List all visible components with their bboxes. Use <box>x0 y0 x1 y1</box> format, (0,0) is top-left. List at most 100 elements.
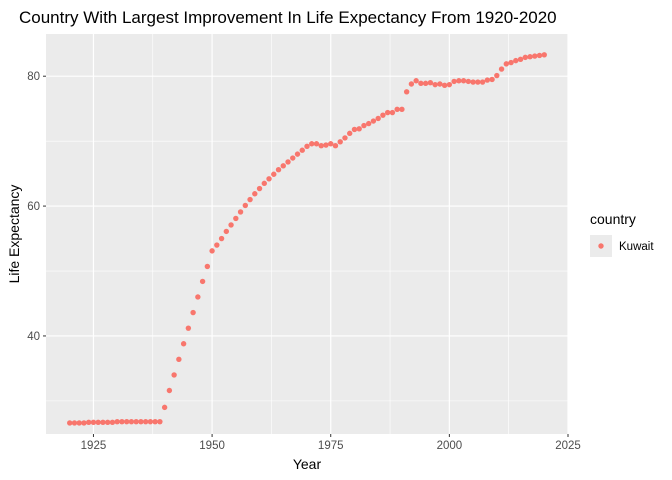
data-point <box>441 82 448 88</box>
data-point <box>67 420 73 426</box>
data-point <box>157 418 163 425</box>
legend-title: country <box>590 211 636 227</box>
data-point <box>252 191 258 197</box>
data-point <box>119 418 125 425</box>
data-point <box>104 419 111 426</box>
data-point <box>266 176 272 182</box>
data-point <box>256 185 263 192</box>
data-point <box>166 387 173 394</box>
data-point <box>489 76 495 83</box>
x-tick-label: 1950 <box>199 440 225 452</box>
data-point <box>161 404 168 411</box>
data-point <box>475 79 481 85</box>
data-point <box>71 420 78 426</box>
data-point <box>223 228 230 235</box>
data-point <box>328 141 334 147</box>
data-point <box>147 418 154 425</box>
data-point <box>190 309 196 316</box>
data-point <box>418 80 424 87</box>
data-point <box>247 196 253 203</box>
data-point <box>432 81 438 88</box>
data-point <box>479 79 486 85</box>
data-points <box>67 52 547 426</box>
data-point <box>133 418 139 425</box>
data-point <box>309 141 315 147</box>
data-point <box>527 54 533 60</box>
data-point <box>356 126 362 132</box>
data-point <box>214 242 220 248</box>
data-point <box>541 52 547 58</box>
chart-title: Country With Largest Improvement In Life… <box>19 8 557 27</box>
data-point <box>484 77 491 83</box>
data-point <box>285 159 291 165</box>
data-point <box>176 356 182 363</box>
data-point <box>451 78 457 85</box>
data-point <box>323 142 329 148</box>
data-point <box>275 167 282 173</box>
data-point <box>290 155 296 161</box>
data-point <box>513 57 519 64</box>
data-point <box>351 126 358 133</box>
data-point <box>318 142 324 149</box>
legend-key-point <box>598 243 604 249</box>
data-point <box>408 81 415 87</box>
legend-label-kuwait: Kuwait <box>619 241 654 253</box>
data-point <box>446 81 453 88</box>
legend: country Kuwait <box>590 211 654 257</box>
data-point <box>347 130 353 137</box>
data-point <box>384 109 391 116</box>
data-point <box>361 122 367 129</box>
data-point <box>437 81 443 87</box>
axis-ticks: 1925 1950 1975 2000 2025 40 60 80 <box>27 71 581 452</box>
data-point <box>171 372 177 378</box>
data-point <box>503 61 510 67</box>
data-point <box>522 54 528 61</box>
data-point <box>337 139 343 145</box>
data-point <box>261 180 267 187</box>
data-point <box>271 171 277 177</box>
data-point <box>536 52 543 59</box>
data-point <box>332 142 339 149</box>
data-point <box>399 106 405 113</box>
data-point <box>427 80 434 86</box>
data-point <box>128 418 135 425</box>
data-point <box>199 278 206 285</box>
data-point <box>299 147 305 153</box>
data-point <box>422 80 429 87</box>
data-point <box>152 418 158 425</box>
data-point <box>342 135 348 141</box>
plot-panel <box>46 34 568 434</box>
data-point <box>233 215 239 222</box>
y-tick-label: 80 <box>27 71 40 83</box>
data-point <box>81 420 87 426</box>
data-point <box>180 341 187 347</box>
data-point <box>114 418 120 425</box>
x-axis-title: Year <box>293 456 322 472</box>
data-point <box>228 222 234 228</box>
data-point <box>403 89 410 95</box>
gridlines <box>46 34 569 434</box>
data-point <box>90 419 97 426</box>
data-point <box>508 59 514 66</box>
data-point <box>470 79 476 85</box>
data-point <box>237 209 244 215</box>
data-point <box>100 419 106 426</box>
data-point <box>370 118 377 124</box>
data-point <box>375 115 381 122</box>
data-point <box>95 419 101 426</box>
x-tick-label: 2000 <box>437 440 463 452</box>
data-point <box>109 419 116 426</box>
data-point <box>218 235 225 242</box>
data-point <box>498 66 505 72</box>
data-point <box>123 418 130 425</box>
x-tick-label: 2025 <box>555 440 581 452</box>
data-point <box>380 112 386 118</box>
data-point <box>242 202 249 209</box>
data-point <box>86 419 92 426</box>
y-axis-title: Life Expectancy <box>6 185 22 284</box>
data-point <box>517 56 524 63</box>
data-point <box>532 53 538 59</box>
data-point <box>209 248 215 254</box>
data-point <box>494 72 500 79</box>
